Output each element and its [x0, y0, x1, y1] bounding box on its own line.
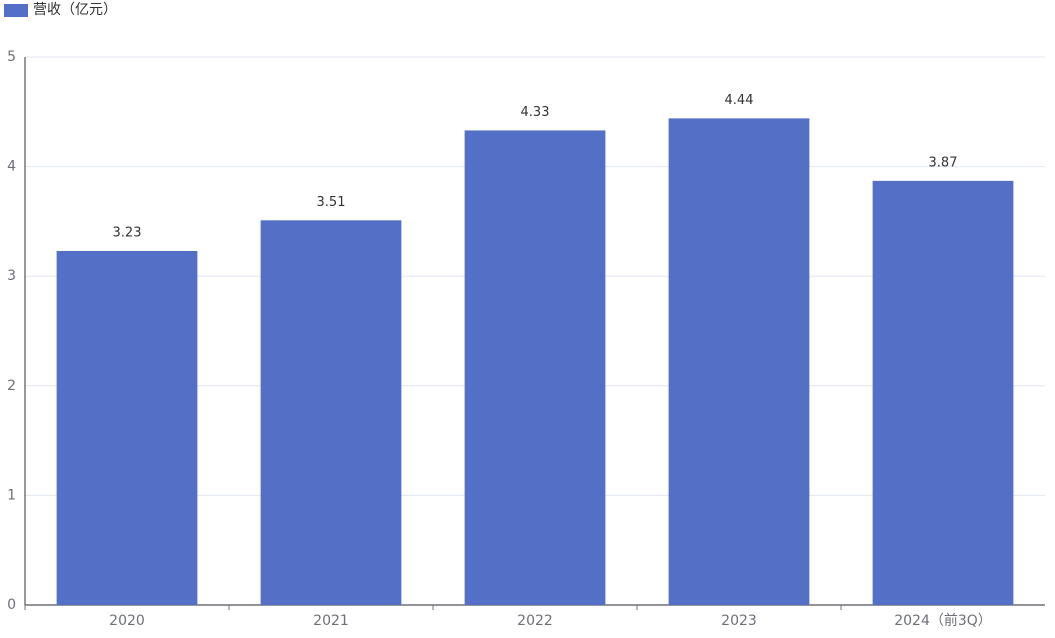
- bar: [668, 118, 810, 605]
- x-tick-label: 2023: [721, 613, 757, 629]
- data-label: 4.33: [521, 105, 550, 120]
- y-tick-label: 4: [7, 159, 16, 175]
- y-tick-label: 2: [7, 378, 16, 394]
- y-tick-label: 1: [7, 487, 16, 503]
- bar: [56, 250, 198, 605]
- data-label: 3.51: [317, 195, 346, 210]
- x-tick-label: 2021: [313, 613, 349, 629]
- y-tick-label: 3: [7, 268, 16, 284]
- data-label: 3.23: [113, 225, 142, 240]
- x-tick-label: 2022: [517, 613, 553, 629]
- y-tick-label: 0: [7, 597, 16, 613]
- bar: [872, 180, 1014, 605]
- bar: [260, 220, 402, 605]
- data-label: 4.44: [725, 93, 754, 108]
- x-tick-label: 2024（前3Q）: [894, 612, 992, 629]
- y-tick-label: 5: [7, 49, 16, 65]
- data-label: 3.87: [929, 155, 958, 170]
- x-tick-label: 2020: [109, 613, 145, 629]
- bar: [464, 130, 606, 605]
- legend-label: 营收（亿元）: [33, 2, 117, 18]
- legend-swatch: [4, 4, 28, 17]
